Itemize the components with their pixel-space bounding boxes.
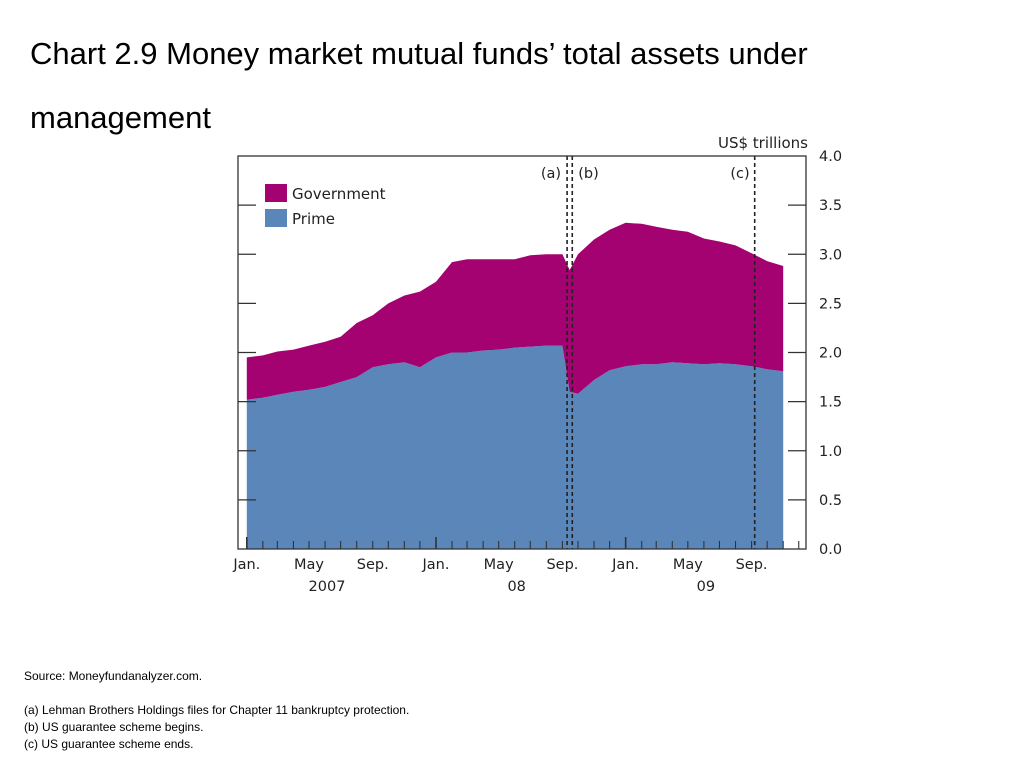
y-tick-label: 4.0 (819, 149, 842, 165)
x-tick-label: May (484, 557, 514, 573)
x-tick-label: Sep. (546, 557, 578, 573)
area-prime (246, 345, 784, 549)
x-axis: Jan. May Sep. Jan. May Sep. Jan. May Sep. 2007 08 0… (232, 537, 800, 595)
legend-swatch-government (265, 184, 287, 202)
event-label-c: (c) (730, 166, 749, 182)
y-tick-label: 2.0 (819, 346, 842, 362)
x-year-label: 2007 (309, 579, 346, 595)
source-note: Source: Moneyfundanalyzer.com. (24, 669, 203, 683)
y-tick-label: 3.5 (819, 198, 842, 214)
legend-label-government: Government (292, 185, 386, 203)
note-c: (c) US guarantee scheme ends. (24, 737, 194, 751)
slide-title: Chart 2.9 Money market mutual funds’ tot… (30, 36, 808, 135)
x-tick-label: May (673, 557, 703, 573)
y-tick-label: 0.5 (819, 493, 842, 509)
x-year-label: 08 (507, 579, 525, 595)
event-markers: (a) (b) (c) (541, 156, 756, 549)
note-a: (a) Lehman Brothers Holdings files for C… (24, 703, 410, 717)
chart-areas (246, 222, 784, 549)
x-tick-label: Jan. (232, 557, 260, 573)
y-tick-label: 3.0 (819, 247, 842, 263)
x-tick-label: Jan. (421, 557, 449, 573)
x-year-label: 09 (697, 579, 715, 595)
y-axis: 0.0 0.5 1.0 1.5 2.0 2.5 3.0 3.5 4.0 (238, 149, 842, 558)
y-tick-label: 1.5 (819, 395, 842, 411)
y-tick-label: 1.0 (819, 444, 842, 460)
x-tick-label: Sep. (357, 557, 389, 573)
y-unit-label: US$ trillions (718, 134, 808, 152)
area-government (246, 222, 784, 400)
x-tick-label: Sep. (736, 557, 768, 573)
y-tick-label: 0.0 (819, 542, 842, 558)
legend-swatch-prime (265, 209, 287, 227)
legend: Government Prime (265, 184, 386, 228)
chart-notes: Source: Moneyfundanalyzer.com. (a) Lehma… (24, 668, 409, 753)
event-label-b: (b) (578, 166, 599, 182)
note-b: (b) US guarantee scheme begins. (24, 720, 204, 734)
event-label-a: (a) (541, 166, 561, 182)
x-tick-label: Jan. (611, 557, 639, 573)
x-tick-label: May (294, 557, 324, 573)
y-tick-label: 2.5 (819, 296, 842, 312)
legend-label-prime: Prime (292, 210, 335, 228)
